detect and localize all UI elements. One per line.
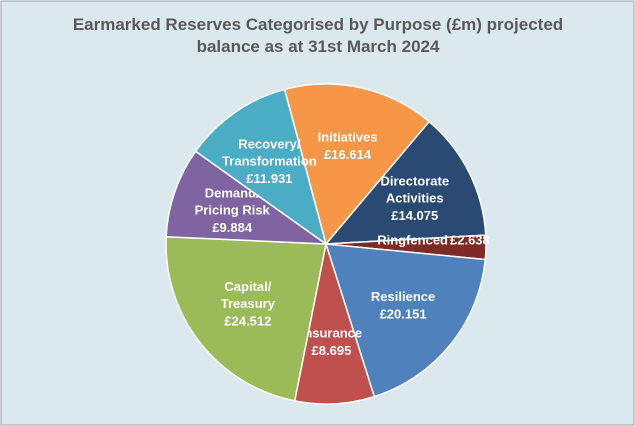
pie-slice [283,83,431,246]
pie-slice [165,150,329,245]
pie-slice [324,243,487,398]
value-label: £24.512 [224,314,271,329]
slice-label: Directorate Activities [380,174,449,206]
value-label: £11.931 [246,171,292,186]
slice-label: Insurance [301,326,362,341]
chart-title: Earmarked Reserves Categorised by Purpos… [73,15,563,56]
pie-slice [324,120,487,245]
value-label: £8.695 [312,343,352,358]
slice-label: Recovery/Transformation [222,137,317,169]
slice-label: Ringfenced [377,232,448,247]
value-label: £9.884 [212,220,253,235]
slice-label: Demand/Pricing Risk [195,186,271,218]
pie-slice [194,88,328,246]
value-label: £14.075 [391,208,438,223]
value-label: £16.614 [324,147,372,162]
slice-label: Capital/Treasury [221,280,276,312]
pie-slice [165,235,327,402]
value-label: £2.638 [450,232,490,247]
value-label: £20.151 [380,306,427,321]
slice-label: Resilience [371,289,435,304]
slice-label: Initiatives [318,130,378,145]
